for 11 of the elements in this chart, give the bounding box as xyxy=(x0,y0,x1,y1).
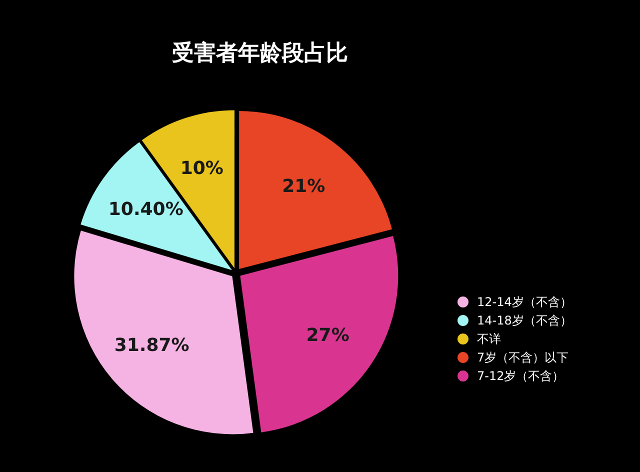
legend-label: 14-18岁（不含） xyxy=(477,314,572,328)
data-label: 31.87% xyxy=(114,335,190,356)
data-label: 10% xyxy=(180,158,224,180)
legend-label: 不详 xyxy=(477,332,501,346)
chart-title: 受害者年龄段占比 xyxy=(172,40,348,66)
data-label: 10.40% xyxy=(108,199,184,220)
data-label: 21% xyxy=(282,176,326,197)
legend-label: 7-12岁（不含） xyxy=(477,369,564,384)
legend-label: 7岁（不含）以下 xyxy=(477,350,569,365)
data-label: 27% xyxy=(306,324,350,346)
legend-label: 12-14岁（不含） xyxy=(477,295,572,310)
